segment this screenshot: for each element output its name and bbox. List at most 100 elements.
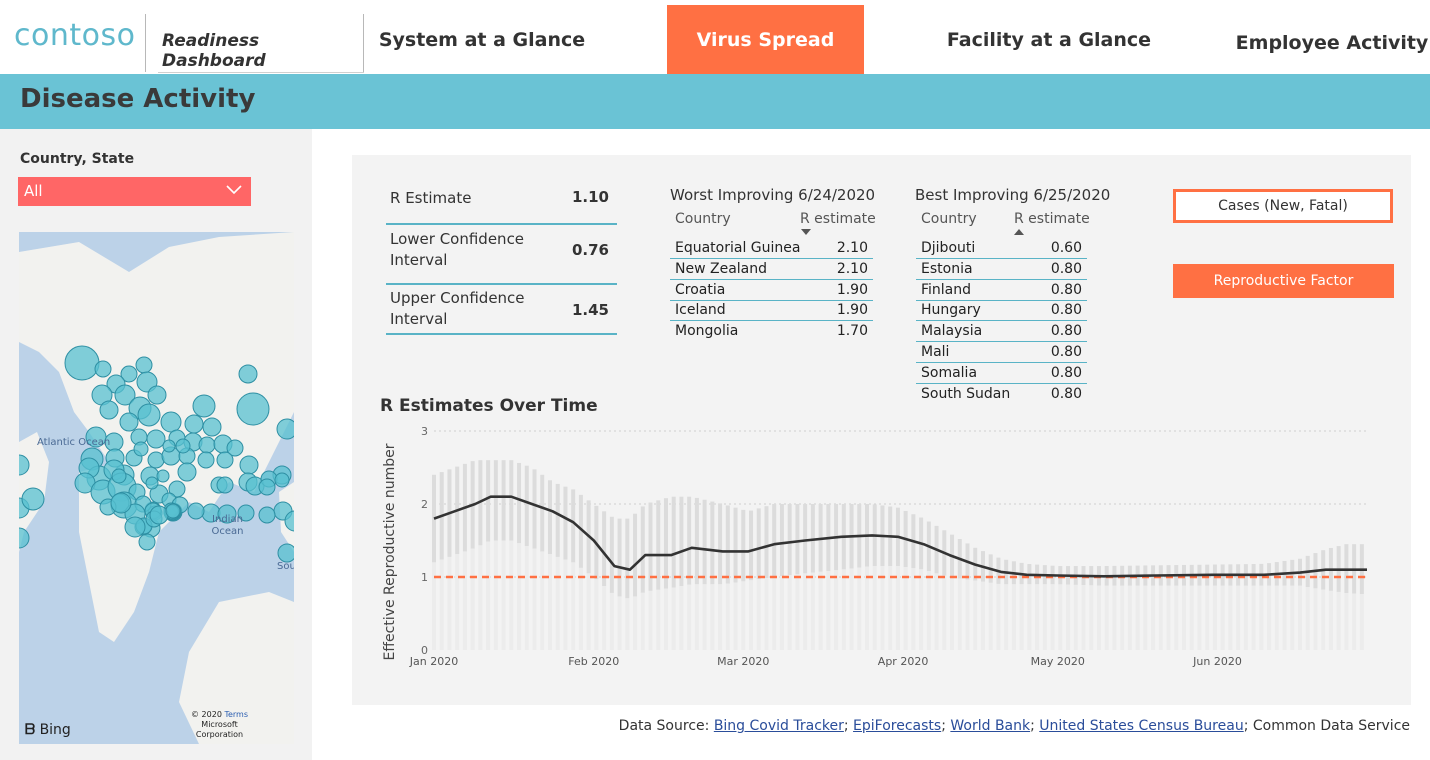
confidence-band-lower xyxy=(540,551,545,650)
confidence-band-lower xyxy=(764,578,769,650)
reproductive-factor-button[interactable]: Reproductive Factor xyxy=(1173,264,1394,298)
confidence-band-lower xyxy=(694,584,699,650)
confidence-band-lower xyxy=(1197,585,1202,650)
table-row[interactable]: Mali 0.80 xyxy=(916,342,1087,363)
sort-desc-icon xyxy=(801,229,811,235)
table-row[interactable]: Croatia 1.90 xyxy=(670,280,873,301)
source-link-bing[interactable]: Bing Covid Tracker xyxy=(713,718,844,734)
confidence-band-lower xyxy=(617,596,622,650)
x-tick-label: Apr 2020 xyxy=(878,655,929,667)
country-state-dropdown[interactable]: All xyxy=(18,177,251,206)
confidence-band xyxy=(555,483,560,557)
y-tick-label: 2 xyxy=(421,498,428,511)
confidence-band xyxy=(524,465,529,546)
confidence-band-lower xyxy=(834,570,839,650)
confidence-band-lower xyxy=(1251,585,1256,650)
confidence-band-lower xyxy=(625,598,630,650)
confidence-band-lower xyxy=(973,580,978,650)
confidence-band xyxy=(779,504,784,577)
source-link-epiforecasts[interactable]: EpiForecasts xyxy=(853,718,942,734)
confidence-band-lower xyxy=(996,583,1001,650)
stat-value: 1.10 xyxy=(571,188,609,206)
r-value-cell: 0.80 xyxy=(1050,385,1082,402)
r-value-cell: 1.90 xyxy=(836,281,868,298)
confidence-band-lower xyxy=(980,581,985,650)
confidence-band-lower xyxy=(1073,584,1078,650)
confidence-band-lower xyxy=(818,571,823,650)
confidence-band xyxy=(810,504,815,573)
confidence-band-lower xyxy=(663,588,668,650)
confidence-band-lower xyxy=(1344,593,1349,650)
source-link-census[interactable]: United States Census Bureau xyxy=(1039,718,1244,734)
bubble-map[interactable]: Atlantic Ocean Indian Ocean Sou ᗷ Bing ©… xyxy=(19,232,294,744)
r-value-cell: 1.90 xyxy=(836,302,868,319)
tab-virus-spread[interactable]: Virus Spread xyxy=(667,5,864,74)
worst-col-r[interactable]: R estimate xyxy=(800,211,876,227)
tab-employee-activity[interactable]: Employee Activity xyxy=(1235,31,1429,54)
table-row[interactable]: Somalia 0.80 xyxy=(916,363,1087,384)
country-cell: Malaysia xyxy=(921,323,983,340)
tab-facility-at-a-glance[interactable]: Facility at a Glance xyxy=(946,28,1152,51)
confidence-band xyxy=(540,474,545,552)
bing-icon: ᗷ xyxy=(25,722,36,738)
table-row[interactable]: Estonia 0.80 xyxy=(916,259,1087,280)
confidence-band-lower xyxy=(1336,591,1341,650)
confidence-band-lower xyxy=(849,568,854,650)
tab-system-at-a-glance[interactable]: System at a Glance xyxy=(378,28,586,51)
confidence-band-lower xyxy=(455,554,460,650)
country-cell: Hungary xyxy=(921,302,981,319)
confidence-band-lower xyxy=(1328,590,1333,650)
confidence-band-lower xyxy=(934,573,939,650)
table-row[interactable]: New Zealand 2.10 xyxy=(670,259,873,280)
confidence-band-lower xyxy=(1305,587,1310,650)
best-col-country[interactable]: Country xyxy=(921,211,977,227)
confidence-band-lower xyxy=(1027,584,1032,650)
worst-col-country[interactable]: Country xyxy=(675,211,731,227)
table-row[interactable]: Hungary 0.80 xyxy=(916,300,1087,322)
y-tick-label: 1 xyxy=(421,571,428,584)
table-row[interactable]: Malaysia 0.80 xyxy=(916,321,1087,343)
nav-readiness-dashboard[interactable]: Readiness Dashboard xyxy=(146,0,364,74)
y-tick-label: 0 xyxy=(421,644,428,657)
confidence-band xyxy=(671,496,676,588)
nav-separator xyxy=(363,14,364,72)
country-cell: Djibouti xyxy=(921,240,976,256)
metrics-card: R Estimate 1.10 Lower Confidence Interva… xyxy=(352,155,1411,705)
country-cell: Equatorial Guinea xyxy=(675,240,801,256)
cases-button[interactable]: Cases (New, Fatal) xyxy=(1173,189,1393,223)
confidence-band-lower xyxy=(787,575,792,650)
table-row[interactable]: Equatorial Guinea 2.10 xyxy=(670,238,873,259)
stat-value: 0.76 xyxy=(571,241,609,259)
best-col-r[interactable]: R estimate xyxy=(1014,211,1090,227)
table-row[interactable]: Djibouti 0.60 xyxy=(916,238,1087,259)
table-row[interactable]: South Sudan 0.80 xyxy=(916,384,1087,405)
map-label-indian: Indian Ocean xyxy=(211,514,244,537)
confidence-band xyxy=(694,497,699,585)
stat-value: 1.45 xyxy=(571,301,609,319)
confidence-band-lower xyxy=(1297,585,1302,650)
confidence-band-lower xyxy=(1189,585,1194,650)
confidence-band-lower xyxy=(640,592,645,650)
r-estimates-chart[interactable]: 0 1 2 3 Jan 2020 Feb 2020 Mar 2020 Apr 2020 May… xyxy=(352,417,1411,667)
chevron-down-icon xyxy=(226,185,242,195)
confidence-band-lower xyxy=(911,568,916,650)
confidence-band xyxy=(725,505,730,584)
confidence-band-lower xyxy=(1127,585,1132,650)
confidence-band-lower xyxy=(1011,584,1016,650)
confidence-band-lower xyxy=(1282,585,1287,650)
confidence-band-lower xyxy=(1050,584,1055,650)
nav-readiness-label: Readiness Dashboard xyxy=(162,31,266,71)
source-link-world-bank[interactable]: World Bank xyxy=(950,718,1031,734)
confidence-band-lower xyxy=(810,572,815,650)
table-row[interactable]: Finland 0.80 xyxy=(916,280,1087,301)
confidence-band-lower xyxy=(950,577,955,650)
data-source-prefix: Data Source: xyxy=(618,718,710,734)
confidence-band-lower xyxy=(1035,584,1040,650)
table-row[interactable]: Iceland 1.90 xyxy=(670,300,873,322)
table-row[interactable]: Mongolia 1.70 xyxy=(670,321,873,342)
confidence-band xyxy=(633,513,638,597)
confidence-band-lower xyxy=(517,543,522,650)
terms-link[interactable]: Terms xyxy=(224,710,249,719)
r-value-cell: 1.70 xyxy=(836,323,868,340)
chart-title: R Estimates Over Time xyxy=(380,396,598,416)
